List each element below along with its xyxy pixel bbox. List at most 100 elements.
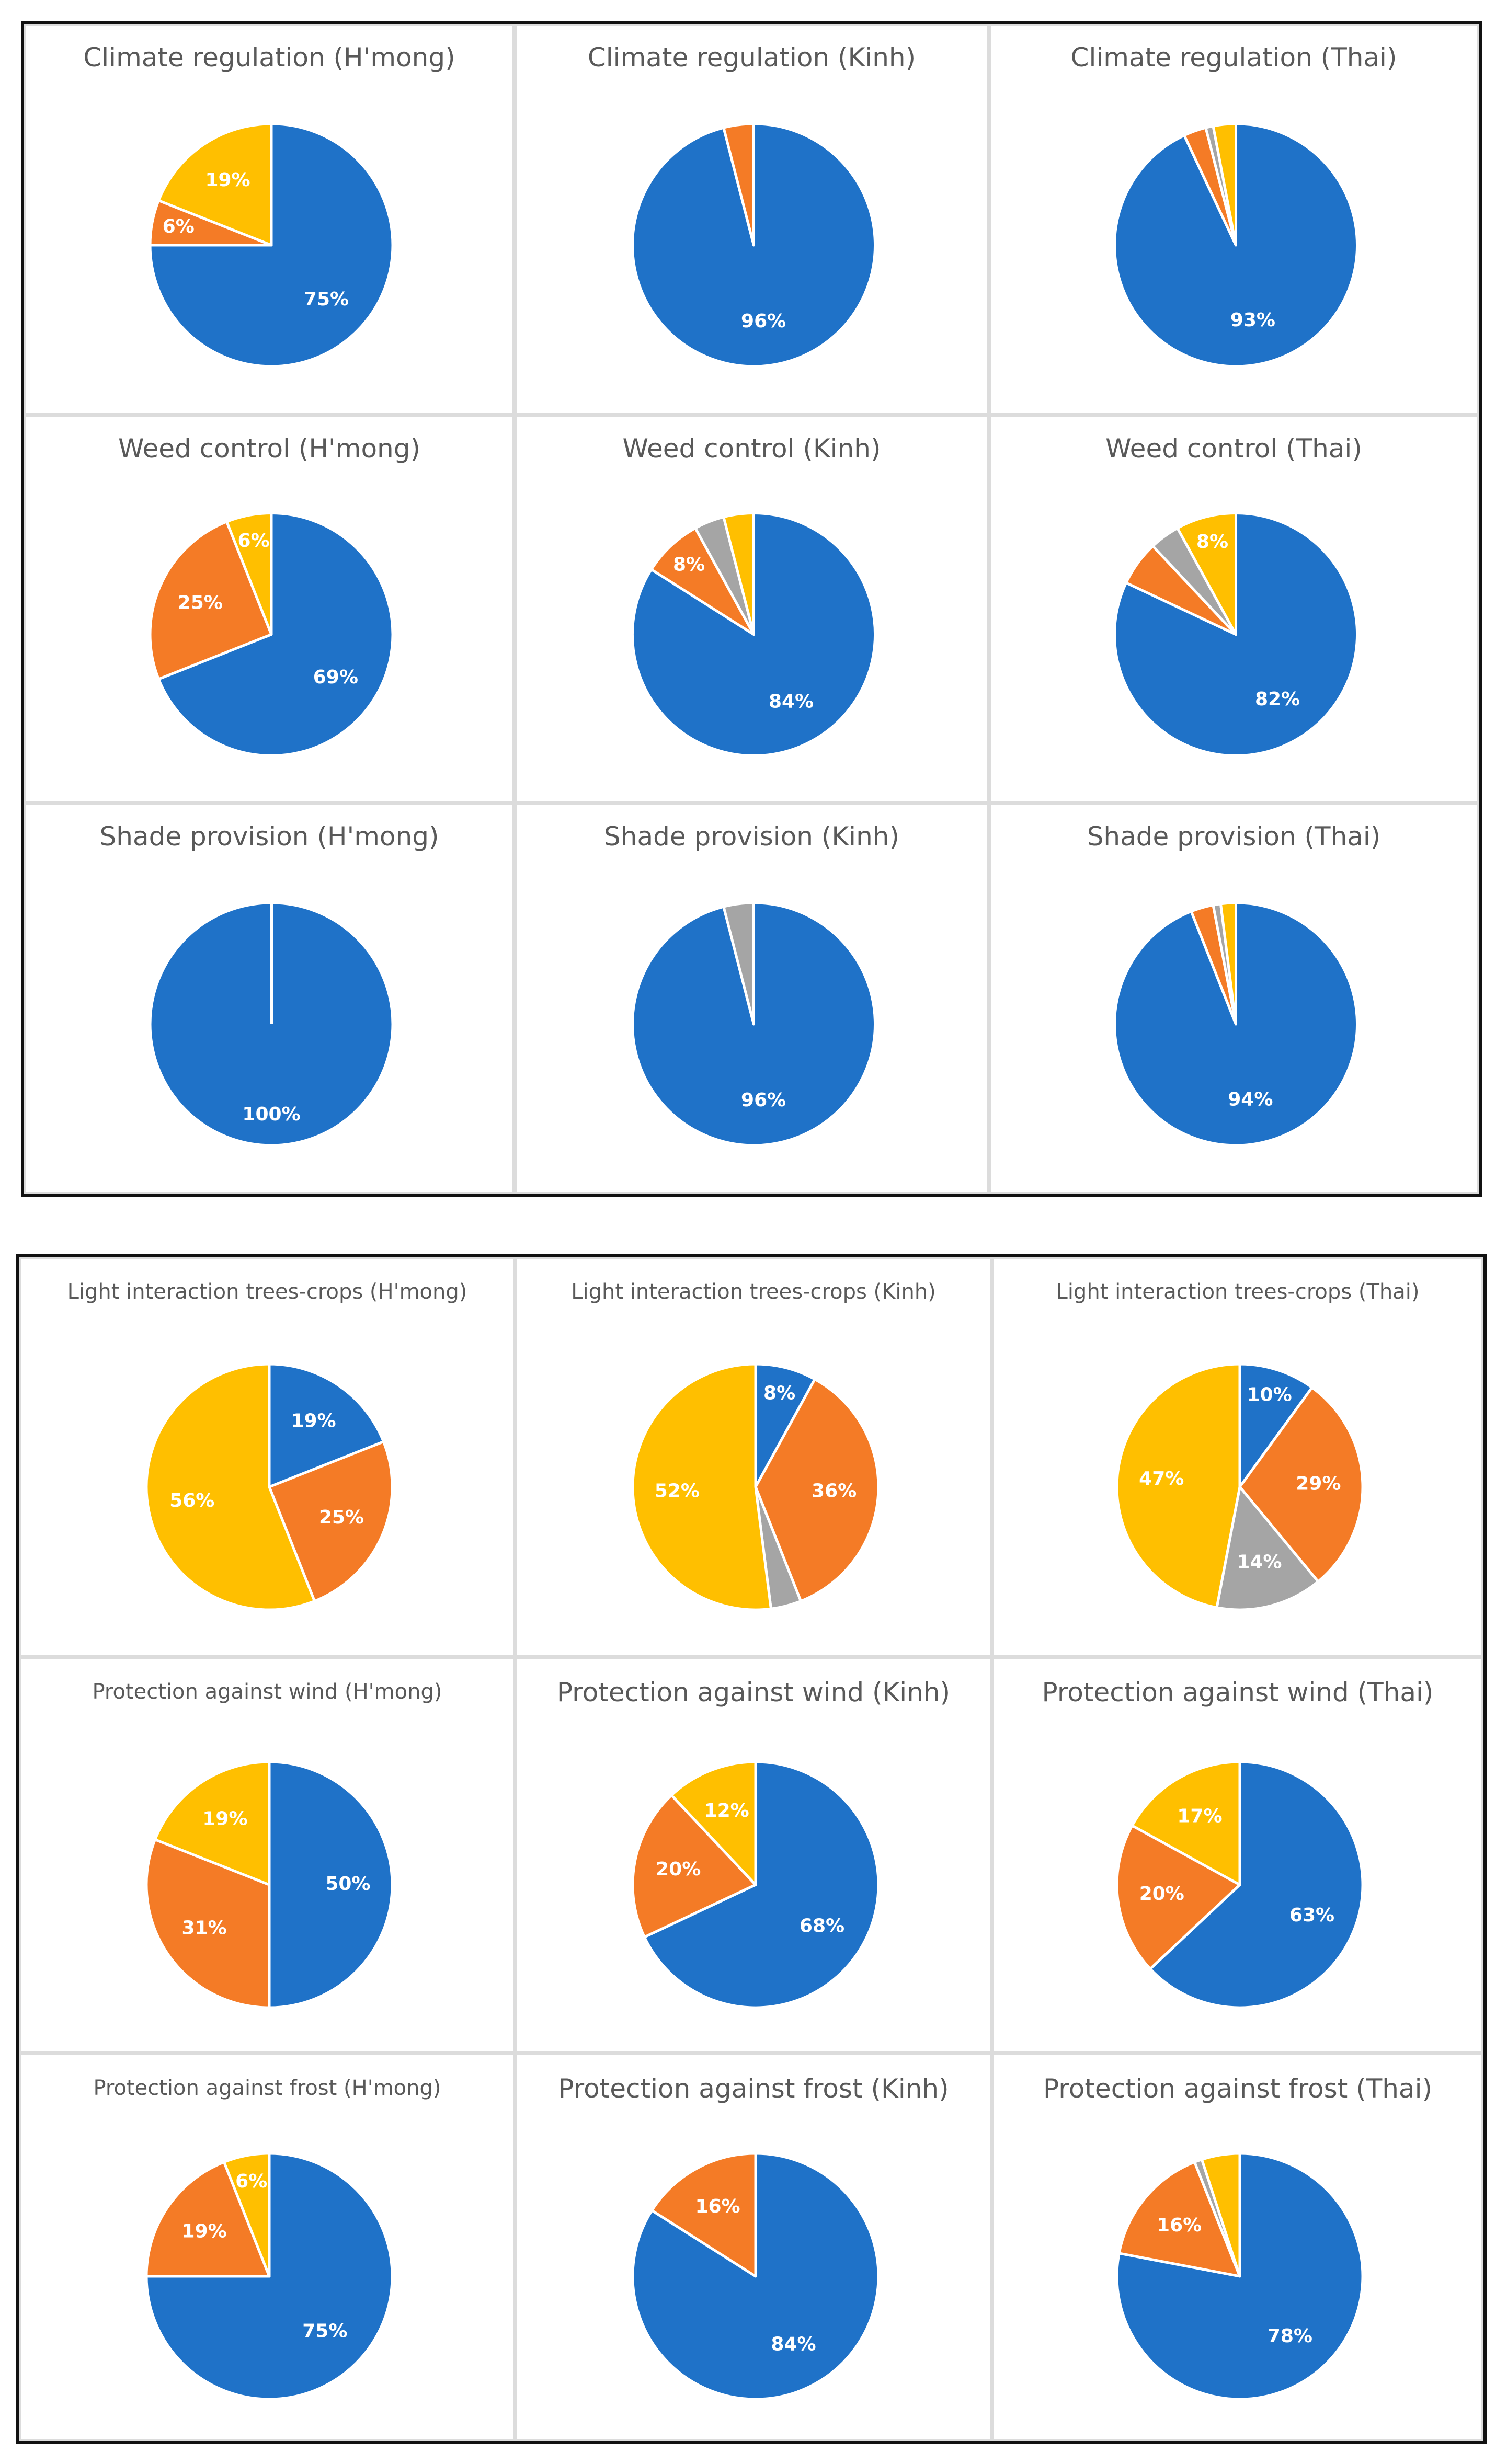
slice-data-label: 47% — [1139, 1468, 1184, 1489]
chart-title: Light interaction trees-crops (H'mong) — [67, 1280, 467, 1304]
pie-cell-weed-control-hmong: Weed control (H'mong) 69% 25% 6% — [24, 415, 515, 803]
slice-data-label: 8% — [763, 1383, 795, 1404]
pie-slice-orange — [1115, 1824, 1241, 1970]
pie-chart: 78% 16% — [1115, 2152, 1364, 2401]
pie-chart: 75% 6% 19% — [149, 122, 394, 368]
slice-data-label: 31% — [182, 1918, 227, 1939]
pie-slice-yellow — [722, 512, 755, 636]
pie-slice-orange — [145, 1838, 271, 2009]
slice-data-label: 52% — [655, 1480, 700, 1502]
pie-slice-blue — [157, 512, 394, 758]
pie-chart: 50% 31% 19% — [145, 1760, 394, 2009]
pie-cell-light-interaction-kinh: Light interaction trees-crops (Kinh) 8% 3… — [515, 1257, 992, 1657]
chart-title: Shade provision (H'mong) — [99, 821, 439, 852]
slice-data-label: 36% — [812, 1480, 857, 1502]
slice-data-label: 6% — [163, 216, 195, 237]
pie-chart: 96% — [631, 122, 876, 368]
pie-chart: 19% 25% 56% — [145, 1362, 394, 1611]
slice-data-label: 8% — [673, 554, 705, 576]
chart-title: Light interaction trees-crops (Kinh) — [571, 1280, 936, 1304]
pie-chart: 100% — [149, 901, 394, 1147]
slice-data-label: 6% — [235, 2171, 267, 2192]
chart-title: Weed control (H'mong) — [118, 433, 420, 464]
chart-title: Protection against wind (H'mong) — [92, 1680, 442, 1704]
pie-chart: 94% — [1113, 901, 1358, 1147]
top-chart-panel: Climate regulation (H'mong) 75% 6% 19% Cli… — [21, 21, 1482, 1197]
slice-data-label: 25% — [178, 592, 223, 614]
pie-chart: 93% — [1113, 122, 1358, 368]
pie-slice-yellow — [154, 1760, 271, 1886]
chart-title: Climate regulation (Thai) — [1070, 42, 1397, 73]
slice-data-label: 16% — [695, 2196, 740, 2217]
chart-title: Shade provision (Kinh) — [604, 821, 899, 852]
slice-data-label: 29% — [1296, 1473, 1341, 1494]
pie-slice-blue — [1113, 901, 1358, 1147]
slice-data-label: 63% — [1289, 1905, 1334, 1926]
slice-data-label: 19% — [202, 1808, 247, 1830]
slice-data-label: 96% — [741, 1090, 786, 1111]
slice-data-label: 96% — [741, 311, 786, 332]
pie-slice-yellow — [1176, 512, 1237, 636]
slice-data-label: 56% — [169, 1490, 214, 1511]
pie-slice-blue — [268, 1362, 385, 1488]
slice-data-label: 69% — [313, 667, 358, 688]
pie-slice-orange — [650, 526, 755, 636]
pie-cell-frost-protection-thai: Protection against frost (Thai) 78% 16% — [992, 2053, 1483, 2441]
chart-title: Climate regulation (Kinh) — [587, 42, 916, 73]
chart-title: Protection against frost (Thai) — [1043, 2073, 1432, 2104]
slice-data-label: 12% — [704, 1800, 749, 1821]
slice-data-label: 82% — [1255, 689, 1300, 710]
pie-slice-blue — [268, 1760, 394, 2009]
pie-chart: 84% 16% — [631, 2152, 880, 2401]
pie-slice-yellow — [157, 122, 273, 247]
pie-cell-shade-provision-kinh: Shade provision (Kinh) 96% — [515, 803, 989, 1194]
pie-cell-frost-protection-hmong: Protection against frost (H'mong) 75% 19%… — [19, 2053, 515, 2441]
slice-data-label: 50% — [325, 1873, 370, 1895]
pie-slice-blue — [643, 1760, 880, 2009]
pie-cell-climate-regulation-thai: Climate regulation (Thai) 93% — [989, 24, 1479, 415]
slice-data-label: 6% — [238, 530, 270, 552]
chart-title: Weed control (Thai) — [1105, 433, 1362, 464]
pie-slice-orange — [145, 2160, 271, 2278]
pie-slice-yellow — [222, 2152, 271, 2278]
pie-slice-yellow — [145, 1362, 316, 1611]
pie-chart: 8% 36% 52% — [631, 1362, 880, 1611]
pie-cell-climate-regulation-hmong: Climate regulation (H'mong) 75% 6% 19% — [24, 24, 515, 415]
pie-slice-yellow — [1212, 122, 1237, 247]
pie-cell-wind-protection-hmong: Protection against wind (H'mong) 50% 31% 1… — [19, 1657, 515, 2053]
slice-data-label: 20% — [656, 1859, 701, 1880]
slice-data-label: 25% — [319, 1507, 364, 1528]
chart-title: Shade provision (Thai) — [1087, 821, 1381, 852]
pie-chart: 96% — [631, 901, 876, 1147]
pie-chart: 10% 29% 14% 47% — [1115, 1362, 1364, 1611]
pie-chart: 82% 8% — [1113, 512, 1358, 758]
chart-title: Protection against frost (Kinh) — [558, 2073, 949, 2104]
slice-data-label: 93% — [1230, 310, 1275, 331]
pie-chart: 75% 19% 6% — [145, 2152, 394, 2401]
slice-data-label: 75% — [302, 2320, 347, 2342]
chart-title: Light interaction trees-crops (Thai) — [1056, 1280, 1420, 1304]
slice-data-label: 10% — [1247, 1384, 1292, 1406]
pie-slice-orange — [650, 2152, 757, 2278]
chart-title: Protection against wind (Kinh) — [556, 1677, 951, 1707]
pie-slice-orange — [631, 1794, 757, 1939]
pie-slice-orange — [1117, 2160, 1241, 2278]
pie-slice-orange — [722, 122, 755, 247]
chart-title: Climate regulation (H'mong) — [83, 42, 455, 73]
pie-cell-light-interaction-hmong: Light interaction trees-crops (H'mong) 1… — [19, 1257, 515, 1657]
chart-title: Weed control (Kinh) — [622, 433, 881, 464]
pie-cell-weed-control-thai: Weed control (Thai) 82% 8% — [989, 415, 1479, 803]
chart-title: Protection against frost (H'mong) — [93, 2076, 441, 2100]
slice-data-label: 19% — [205, 169, 250, 191]
pie-cell-wind-protection-thai: Protection against wind (Thai) 63% 20% 17% — [992, 1657, 1483, 2053]
pie-cell-frost-protection-kinh: Protection against frost (Kinh) 84% 16% — [515, 2053, 992, 2441]
pie-cell-shade-provision-thai: Shade provision (Thai) 94% — [989, 803, 1479, 1194]
pie-chart: 69% 25% 6% — [149, 512, 394, 758]
pie-cell-light-interaction-thai: Light interaction trees-crops (Thai) 10%… — [992, 1257, 1483, 1657]
slice-data-label: 100% — [242, 1104, 300, 1125]
slice-data-label: 19% — [182, 2220, 227, 2242]
pie-slice-blue — [1149, 1760, 1364, 2009]
pie-slice-yellow — [1131, 1760, 1241, 1886]
slice-data-label: 75% — [304, 289, 349, 310]
pie-slice-yellow — [1200, 2152, 1241, 2278]
